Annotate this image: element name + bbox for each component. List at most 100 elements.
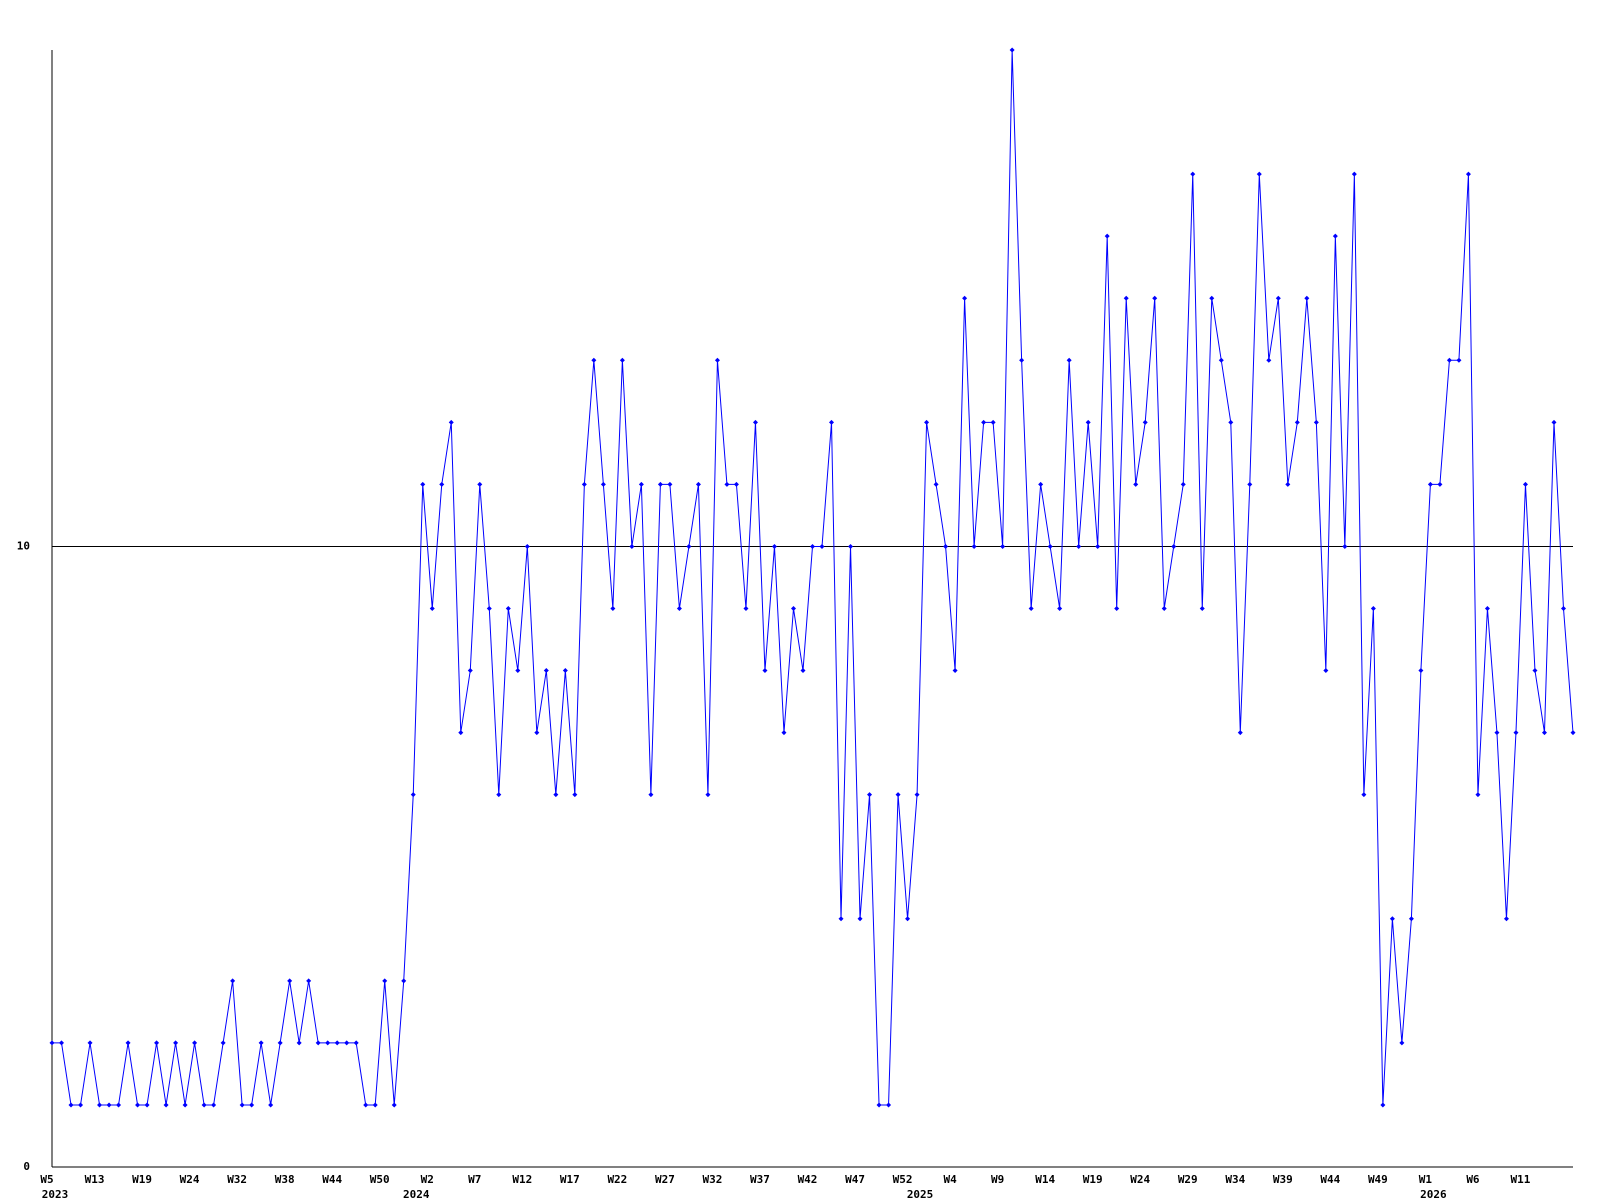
data-point — [78, 1102, 84, 1108]
data-point — [116, 1102, 122, 1108]
data-point — [1199, 606, 1205, 611]
data-point — [230, 978, 236, 984]
data-point — [1180, 481, 1186, 487]
data-point — [867, 792, 873, 798]
data-point — [249, 1102, 255, 1108]
data-point — [1133, 481, 1139, 487]
data-point — [781, 730, 787, 736]
data-point — [306, 978, 312, 984]
data-point — [296, 1040, 302, 1046]
data-point — [1342, 543, 1348, 549]
data-point — [353, 1040, 359, 1046]
data-point — [429, 606, 435, 611]
data-point — [1228, 419, 1234, 425]
data-point — [667, 481, 673, 487]
x-tick-label: W19 — [132, 1173, 152, 1186]
data-point — [1247, 481, 1253, 487]
data-point — [990, 419, 996, 425]
data-point — [886, 1102, 892, 1108]
data-point — [1114, 606, 1120, 611]
data-point — [1532, 668, 1538, 674]
data-point — [154, 1040, 160, 1046]
data-point — [591, 357, 597, 363]
x-tick-label: W6 — [1466, 1173, 1480, 1186]
data-point — [486, 606, 492, 611]
data-point — [1123, 295, 1129, 301]
data-point — [1057, 606, 1063, 611]
data-point — [325, 1040, 331, 1046]
data-point — [1513, 730, 1519, 736]
data-point — [59, 1040, 65, 1046]
x-tick-label: W32 — [703, 1173, 723, 1186]
data-point — [363, 1102, 369, 1108]
data-point — [1503, 916, 1509, 922]
data-point — [724, 481, 730, 487]
data-point — [752, 419, 758, 425]
data-point — [1038, 481, 1044, 487]
data-point — [173, 1040, 179, 1046]
data-point — [1256, 171, 1262, 177]
data-point — [1551, 419, 1557, 425]
data-point — [1494, 730, 1500, 736]
data-point — [1152, 295, 1158, 301]
data-point — [1570, 730, 1576, 736]
data-point — [163, 1102, 169, 1108]
data-point — [1456, 357, 1462, 363]
data-point — [135, 1102, 141, 1108]
data-point — [581, 481, 587, 487]
data-point — [657, 481, 663, 487]
data-point — [401, 978, 407, 984]
x-tick-label: W19 — [1083, 1173, 1103, 1186]
data-point — [1209, 295, 1215, 301]
data-point — [743, 606, 749, 611]
data-point — [277, 1040, 283, 1046]
data-point — [1066, 357, 1072, 363]
data-point — [676, 606, 682, 611]
data-point — [220, 1040, 226, 1046]
data-point — [790, 606, 796, 611]
data-point — [600, 481, 606, 487]
data-point — [1475, 792, 1481, 798]
x-tick-label: W29 — [1178, 1173, 1198, 1186]
y-tick-label: 0 — [23, 1160, 30, 1173]
data-point — [943, 543, 949, 549]
x-tick-label: W24 — [1130, 1173, 1150, 1186]
data-point — [1332, 233, 1338, 239]
x-tick-label: W17 — [560, 1173, 580, 1186]
data-point — [477, 481, 483, 487]
data-point — [1095, 543, 1101, 549]
data-point — [448, 419, 454, 425]
data-point — [410, 792, 416, 798]
data-point — [733, 481, 739, 487]
data-point — [1266, 357, 1272, 363]
data-point — [1465, 171, 1471, 177]
data-point — [1408, 916, 1414, 922]
data-point — [952, 668, 958, 674]
data-point — [1047, 543, 1053, 549]
data-point — [543, 668, 549, 674]
data-point — [1076, 543, 1082, 549]
data-point — [1361, 792, 1367, 798]
x-tick-label: W42 — [798, 1173, 818, 1186]
data-point — [1427, 481, 1433, 487]
data-point — [1389, 916, 1395, 922]
data-point — [68, 1102, 74, 1108]
x-tick-label: W32 — [227, 1173, 247, 1186]
data-line — [52, 49, 1574, 1106]
data-point — [962, 295, 968, 301]
data-point — [106, 1102, 112, 1108]
data-point — [762, 668, 768, 674]
data-point — [695, 481, 701, 487]
data-point — [848, 543, 854, 549]
data-point — [629, 543, 635, 549]
data-point — [1351, 171, 1357, 177]
data-point — [125, 1040, 131, 1046]
data-point — [49, 1040, 55, 1046]
x-tick-label: W7 — [468, 1173, 481, 1186]
x-tick-label: W24 — [180, 1173, 200, 1186]
data-point — [1541, 730, 1547, 736]
data-point — [1522, 481, 1528, 487]
data-point — [638, 481, 644, 487]
data-point — [97, 1102, 103, 1108]
data-point — [287, 978, 293, 984]
